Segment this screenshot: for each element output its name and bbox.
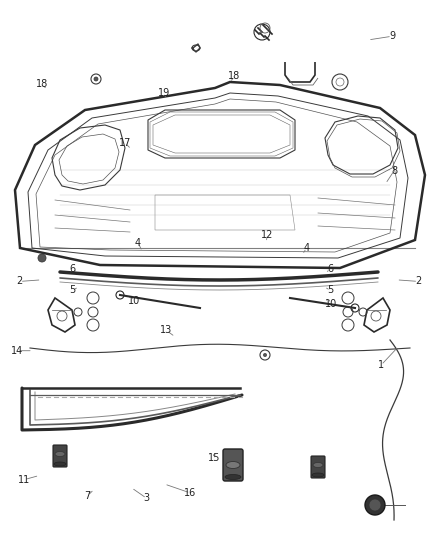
Circle shape bbox=[263, 353, 267, 357]
Text: 2: 2 bbox=[415, 277, 421, 286]
Ellipse shape bbox=[313, 463, 323, 467]
Text: 5: 5 bbox=[69, 286, 75, 295]
Text: 10: 10 bbox=[127, 296, 140, 306]
Ellipse shape bbox=[226, 462, 240, 469]
Circle shape bbox=[94, 77, 98, 81]
Text: 19: 19 bbox=[158, 88, 170, 98]
Circle shape bbox=[365, 495, 385, 515]
Text: 15: 15 bbox=[208, 454, 221, 463]
Ellipse shape bbox=[312, 473, 324, 477]
Circle shape bbox=[38, 254, 46, 262]
Text: 3: 3 bbox=[144, 494, 150, 503]
Text: 10: 10 bbox=[325, 299, 337, 309]
Text: 6: 6 bbox=[328, 264, 334, 274]
Text: 18: 18 bbox=[228, 71, 240, 81]
Text: 11: 11 bbox=[18, 475, 30, 484]
Text: 4: 4 bbox=[304, 243, 310, 253]
FancyBboxPatch shape bbox=[311, 456, 325, 478]
Text: 16: 16 bbox=[184, 488, 197, 498]
Text: 5: 5 bbox=[328, 286, 334, 295]
Text: 9: 9 bbox=[389, 31, 395, 41]
Text: 14: 14 bbox=[11, 346, 24, 356]
FancyBboxPatch shape bbox=[53, 445, 67, 467]
Text: 13: 13 bbox=[160, 326, 173, 335]
Ellipse shape bbox=[225, 474, 241, 480]
FancyBboxPatch shape bbox=[223, 449, 243, 481]
Text: 4: 4 bbox=[135, 238, 141, 247]
Text: 1: 1 bbox=[378, 360, 384, 370]
Text: 12: 12 bbox=[261, 230, 273, 239]
Ellipse shape bbox=[55, 451, 65, 456]
Text: 7: 7 bbox=[85, 491, 91, 500]
Circle shape bbox=[369, 499, 381, 511]
Text: 2: 2 bbox=[17, 277, 23, 286]
Text: 6: 6 bbox=[69, 264, 75, 274]
Text: 8: 8 bbox=[391, 166, 397, 175]
Text: 17: 17 bbox=[119, 138, 131, 148]
Ellipse shape bbox=[54, 462, 66, 466]
Text: 18: 18 bbox=[35, 79, 48, 89]
